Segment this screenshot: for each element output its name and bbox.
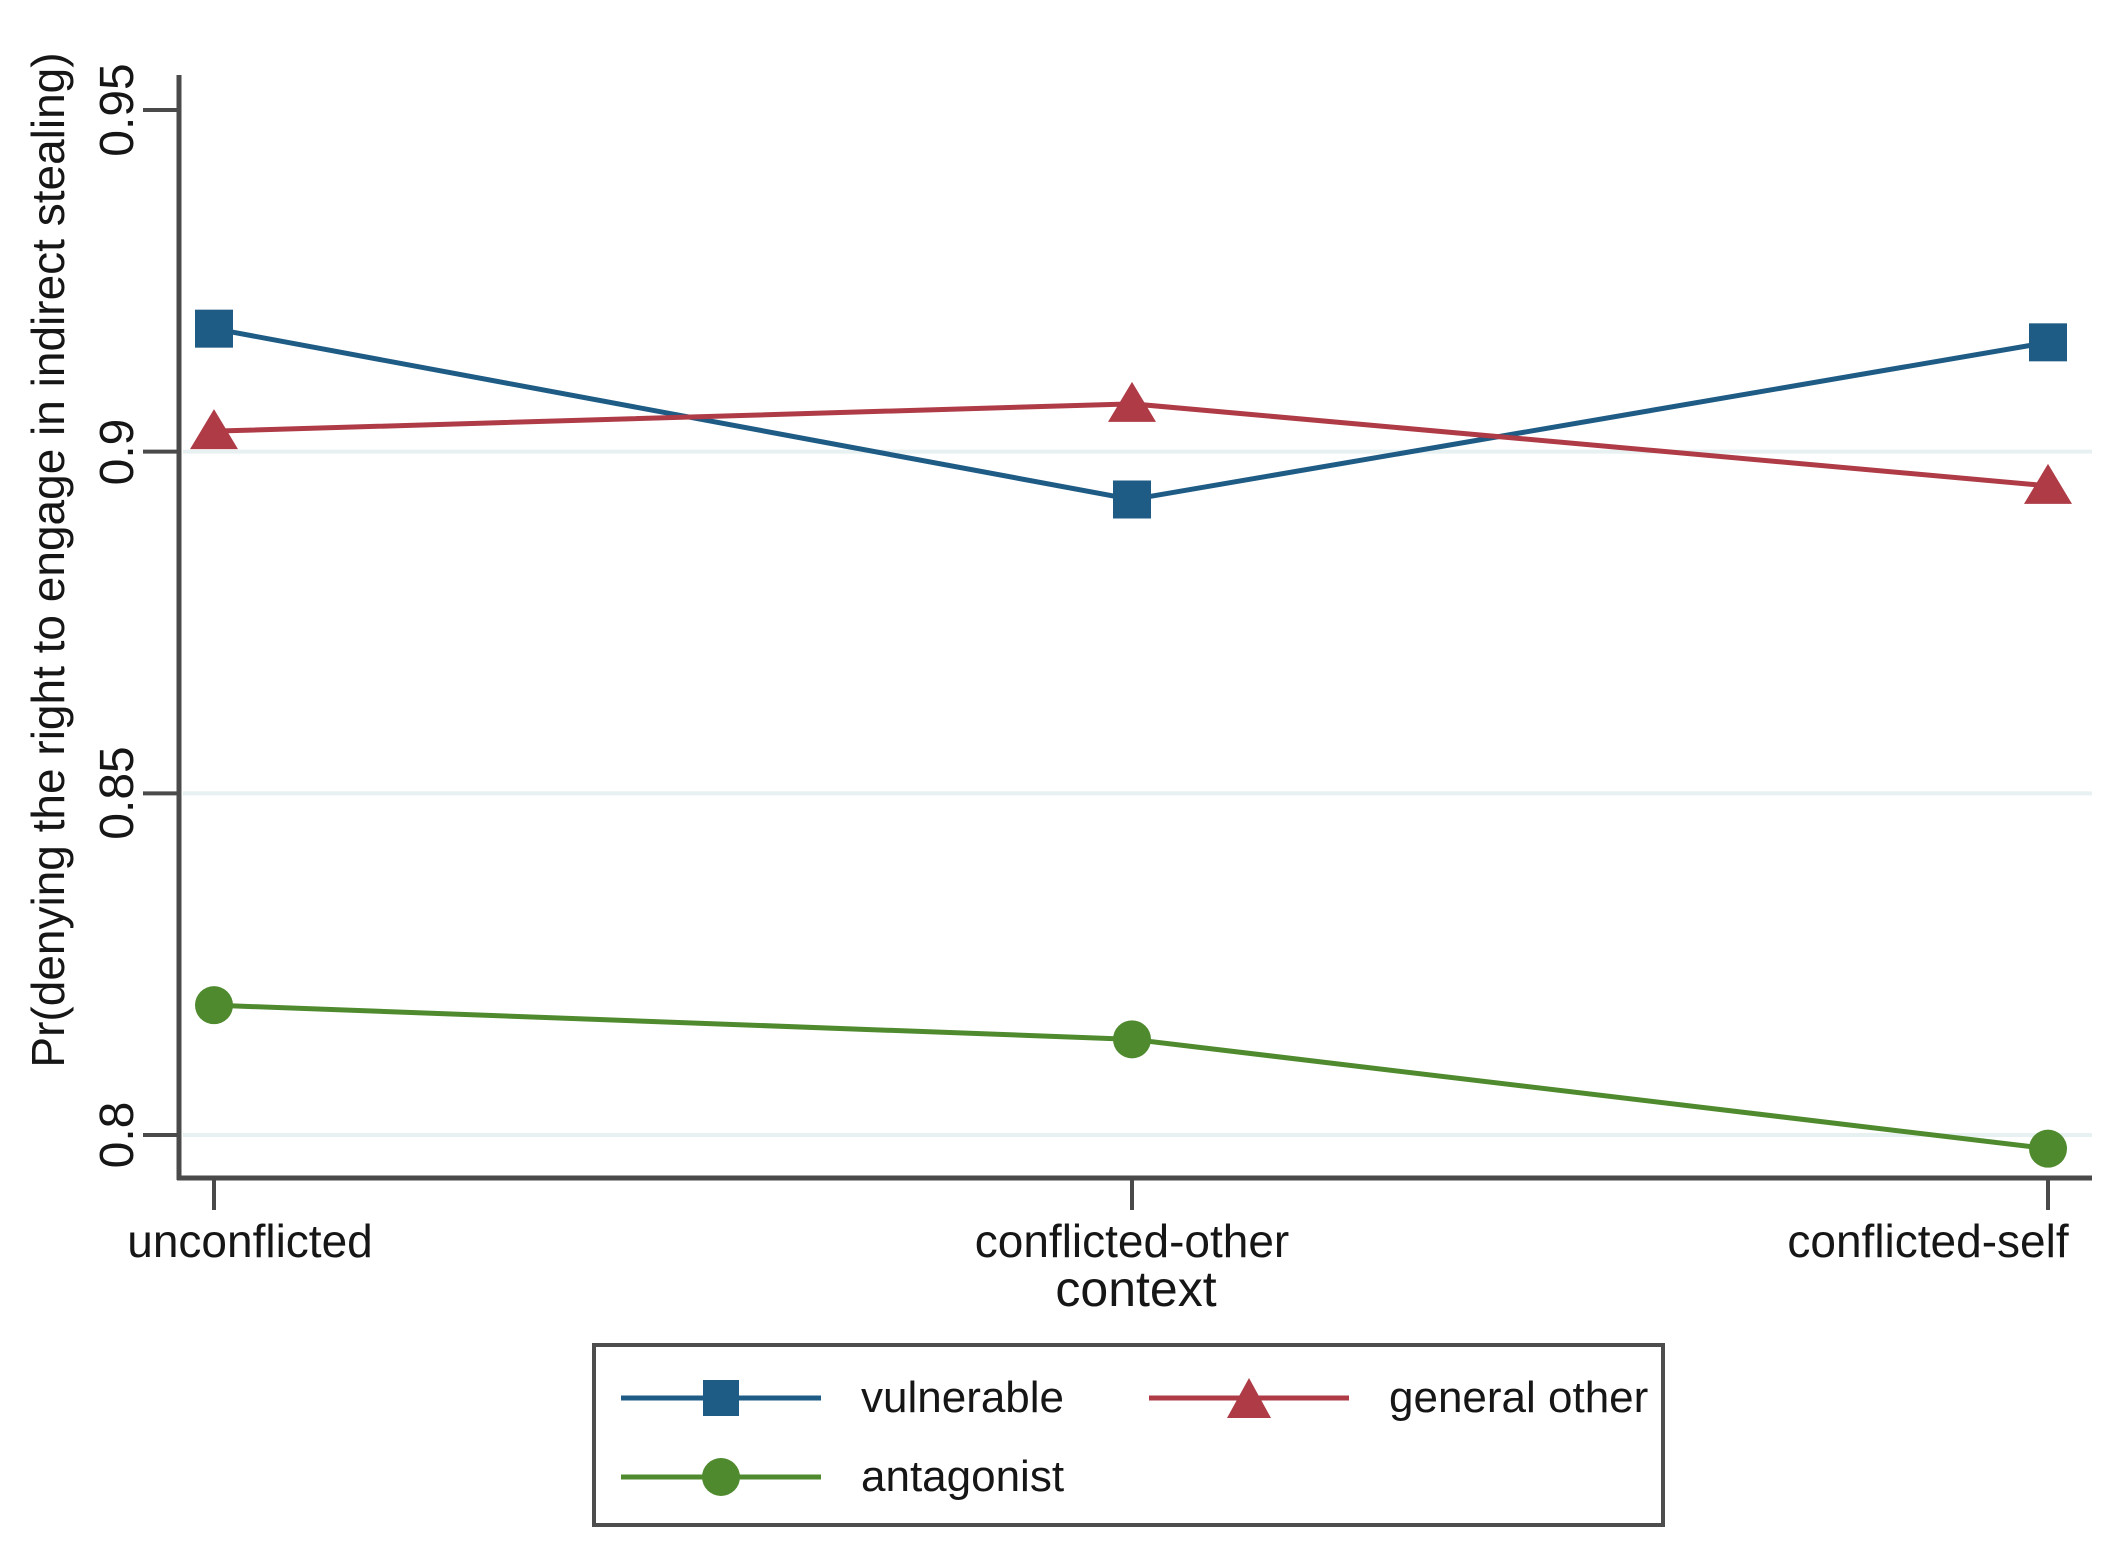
triangle-marker [2024,463,2072,504]
circle-marker [195,986,233,1025]
y-tick-label: 0.95 [91,63,144,157]
legend-sample [621,1452,821,1502]
legend-item-vulnerable: vulnerable [621,1373,1064,1423]
square-marker [1113,480,1151,519]
circle-marker [1113,1020,1151,1059]
triangle-icon [1227,1378,1271,1418]
x-tick-label: conflicted-other [974,1215,1290,1267]
y-tick-label: 0.8 [91,1101,144,1169]
legend-item-general-other: general other [1149,1373,1648,1423]
circle-marker [2029,1129,2067,1168]
legend-box: vulnerable general other antagonist [592,1343,1665,1527]
legend-sample [1149,1373,1349,1423]
square-marker [2029,323,2067,362]
triangle-marker [190,409,238,450]
circle-icon [702,1458,740,1496]
x-axis-title: context [1055,1261,1217,1317]
triangle-marker [1108,381,1156,422]
square-marker [195,309,233,348]
legend-item-antagonist: antagonist [621,1452,1064,1502]
legend-sample [621,1373,821,1423]
y-axis-title: Pr(denying the right to engage in indire… [22,52,74,1068]
legend-label: general other [1389,1373,1649,1422]
legend-label: vulnerable [861,1373,1065,1422]
square-icon [703,1380,739,1416]
legend-label: antagonist [861,1452,1065,1501]
y-tick-label: 0.9 [91,418,144,486]
x-tick-label: conflicted-self [1787,1215,2069,1267]
x-tick-label: unconflicted [127,1215,373,1267]
y-tick-label: 0.85 [91,746,144,841]
